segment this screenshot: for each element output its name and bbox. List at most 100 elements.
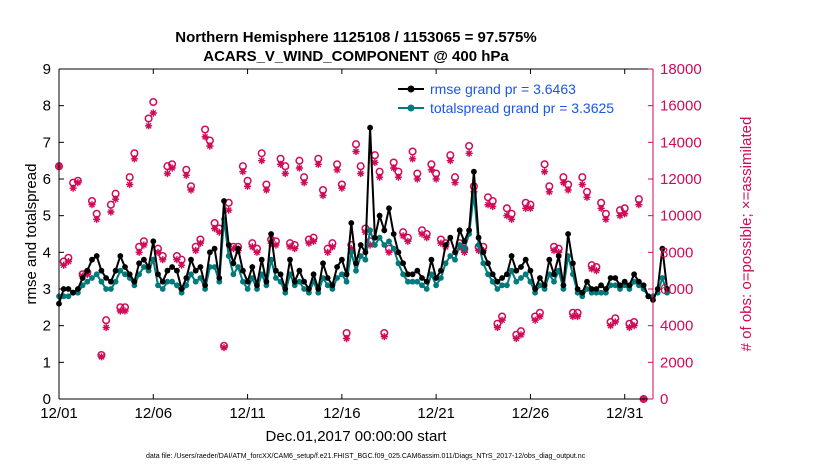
totalspread-point	[367, 227, 373, 234]
rmse-point	[376, 212, 383, 219]
obs-assimilated-point	[281, 169, 289, 178]
totalspread-point	[301, 286, 307, 292]
obs-assimilated-point	[64, 257, 73, 266]
rmse-point	[315, 286, 322, 292]
totalspread-point	[659, 275, 666, 281]
y-right-tick-label: 18000	[660, 61, 702, 78]
rmse-point	[98, 267, 105, 274]
obs-assimilated-point	[309, 237, 318, 245]
obs-possible-point	[125, 173, 134, 182]
obs-assimilated-point	[319, 191, 327, 200]
rmse-point	[631, 271, 637, 278]
obs-assimilated-point	[493, 323, 502, 332]
obs-assimilated-point	[427, 166, 436, 174]
obs-possible-point	[578, 173, 587, 182]
y-right-tick-label: 12000	[660, 171, 702, 188]
rmse-point	[640, 282, 647, 289]
totalspread-point	[155, 282, 161, 289]
obs-assimilated-point	[446, 157, 454, 165]
legend-rmse-label: rmse grand pr = 3.6463	[430, 81, 576, 97]
y-left-tick-label: 6	[43, 171, 51, 188]
totalspread-point	[504, 282, 510, 289]
obs-assimilated-point	[121, 307, 129, 315]
obs-assimilated-point	[489, 202, 497, 211]
obs-assimilated-point	[375, 173, 384, 181]
totalspread-point	[93, 271, 100, 278]
totalspread-point	[84, 278, 91, 285]
rmse-point	[621, 278, 628, 285]
obs-assimilated-point	[159, 256, 167, 264]
rmse-point	[400, 260, 406, 267]
obs-assimilated-point	[592, 267, 601, 275]
obs-assimilated-point	[144, 122, 153, 130]
obs-assimilated-point	[512, 334, 520, 343]
totalspread-point	[103, 286, 109, 292]
obs-assimilated-point	[97, 353, 106, 361]
rmse-point	[617, 282, 623, 289]
obs-assimilated-point	[229, 245, 238, 253]
totalspread-point	[244, 286, 251, 292]
rmse-point	[211, 245, 218, 252]
totalspread-point	[235, 264, 242, 270]
rmse-point	[372, 234, 378, 241]
obs-assimilated-point	[621, 210, 629, 218]
x-tick-label: 12/31	[606, 405, 644, 422]
obs-assimilated-point	[276, 160, 285, 168]
obs-assimilated-point	[536, 312, 544, 321]
obs-assimilated-point	[371, 158, 379, 167]
rmse-point	[466, 227, 472, 234]
rmse-point	[348, 220, 355, 226]
totalspread-point	[395, 260, 402, 267]
obs-assimilated-point	[210, 224, 219, 233]
totalspread-point	[164, 278, 171, 285]
obs-assimilated-point	[522, 204, 530, 212]
totalspread-point	[230, 271, 237, 278]
totalspread-point	[494, 286, 501, 292]
rmse-point	[541, 282, 548, 289]
totalspread-point	[452, 256, 458, 263]
obs-assimilated-point	[220, 344, 228, 352]
rmse-point	[409, 271, 416, 278]
obs-assimilated-point	[243, 182, 252, 190]
obs-assimilated-point	[177, 261, 186, 269]
rmse-point	[386, 205, 392, 212]
rmse-point	[65, 286, 72, 292]
rmse-point	[75, 286, 81, 292]
rmse-point	[89, 256, 95, 263]
totalspread-point	[442, 260, 449, 267]
chart-title-line1: Northern Hemisphere 1125108 / 1153065 = …	[175, 29, 537, 46]
totalspread-point	[98, 278, 105, 285]
obs-assimilated-point	[173, 256, 181, 264]
rmse-point	[254, 282, 260, 289]
obs-assimilated-point	[140, 241, 148, 249]
totalspread-point	[513, 278, 520, 285]
obs-assimilated-point	[196, 239, 205, 247]
rmse-point	[357, 242, 364, 248]
obs-assimilated-point	[531, 316, 539, 324]
rmse-point	[169, 264, 176, 270]
obs-possible-point	[201, 125, 210, 134]
obs-assimilated-point	[286, 243, 294, 251]
y-right-tick-label: 14000	[660, 134, 702, 151]
obs-assimilated-point	[498, 316, 506, 324]
totalspread-point	[598, 289, 604, 296]
rmse-point	[70, 289, 76, 296]
obs-assimilated-point	[357, 169, 365, 178]
rmse-point	[164, 267, 171, 274]
y-axis-left-label: rmse and totalspread	[23, 164, 40, 305]
rmse-point	[296, 267, 303, 274]
obs-assimilated-point	[432, 175, 440, 183]
rmse-point	[513, 267, 520, 274]
obs-assimilated-point	[74, 179, 82, 187]
rmse-point	[508, 253, 515, 259]
obs-assimilated-point	[107, 208, 115, 216]
y-left-tick-label: 9	[43, 61, 51, 78]
y-right-tick-label: 0	[660, 391, 668, 408]
obs-assimilated-point	[606, 322, 615, 330]
rmse-point	[447, 234, 454, 241]
obs-assimilated-point	[555, 248, 563, 256]
rmse-point	[504, 271, 510, 278]
obs-assimilated-point	[583, 193, 591, 201]
rmse-point	[277, 271, 284, 278]
totalspread-point	[376, 234, 383, 241]
